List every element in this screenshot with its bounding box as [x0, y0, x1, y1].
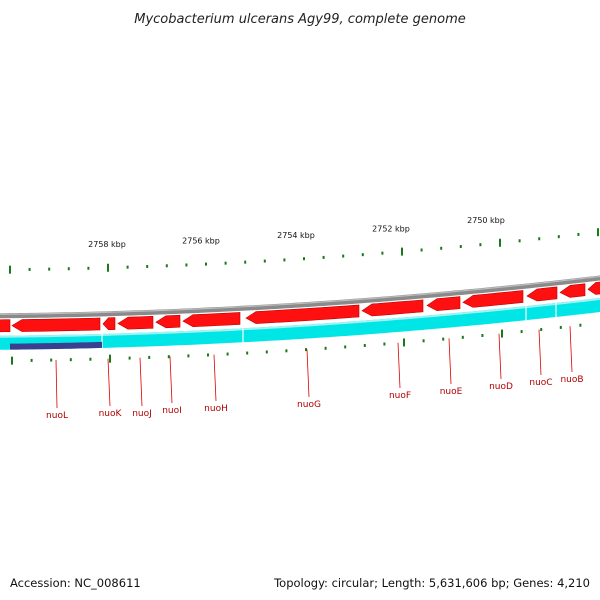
map-title: Mycobacterium ulcerans Agy99, complete g…	[134, 12, 466, 27]
scale-label: 2750 kbp	[467, 216, 505, 225]
highlight-region	[10, 341, 102, 350]
scale-label: 2754 kbp	[277, 231, 315, 240]
scale-label: 2752 kbp	[372, 224, 410, 233]
scale-labels: 2758 kbp 2756 kbp 2754 kbp 2752 kbp 2750 kbp	[88, 216, 505, 249]
gene-arrow	[117, 315, 154, 330]
backbone-ring	[0, 275, 600, 319]
scale-label: 2756 kbp	[182, 236, 220, 245]
gene-leader-line	[448, 338, 452, 385]
gene-arrow	[559, 283, 586, 298]
gene-arrow	[155, 314, 181, 329]
gene-label-nuoi: nuoI	[162, 406, 182, 416]
backbone-line	[0, 275, 600, 319]
gene-label-nuoj: nuoJ	[132, 409, 152, 419]
genome-summary: Topology: circular; Length: 5,631,606 bp…	[274, 576, 590, 590]
accession-label: Accession: NC_008611	[10, 576, 141, 590]
gene-leader-line	[498, 333, 502, 380]
gene-leader-line	[213, 354, 217, 402]
inner-tick-marks	[11, 323, 582, 365]
gene-arrow	[587, 281, 600, 295]
gene-arrow	[182, 312, 241, 327]
gene-leader-line	[538, 329, 542, 376]
gene-label-nuol: nuoL	[46, 411, 68, 421]
gene-label-nuod: nuoD	[489, 382, 513, 392]
gene-label-nuoe: nuoE	[440, 387, 463, 397]
gene-label-nuog: nuoG	[297, 400, 321, 410]
forward-strand-genes	[0, 281, 600, 333]
gene-leader-line	[306, 349, 310, 398]
gene-arrow	[462, 290, 524, 308]
gene-arrow	[526, 286, 558, 302]
gene-arrow	[11, 317, 101, 332]
gene-arrow	[0, 319, 11, 333]
gene-leader-line	[107, 358, 111, 407]
gene-leader-line	[169, 356, 173, 404]
scale-label: 2758 kbp	[88, 240, 126, 249]
gene-label-nuok: nuoK	[99, 409, 123, 419]
gene-arrow	[426, 296, 461, 311]
gene-leader-line	[569, 326, 573, 373]
gene-label-nuof: nuoF	[389, 391, 411, 401]
backbone-highlight	[0, 275, 600, 315]
gene-leader-line	[139, 357, 143, 407]
gene-arrow	[245, 304, 360, 324]
reverse-strand-highlight	[0, 297, 600, 338]
gene-label-nuob: nuoB	[560, 375, 583, 385]
gene-leader-line	[397, 342, 401, 389]
gene-arrow	[361, 299, 424, 317]
gene-label-nuoh: nuoH	[204, 404, 228, 414]
outer-tick-marks	[9, 228, 599, 274]
gene-arrow	[102, 317, 116, 331]
gene-label-nuoc: nuoC	[529, 378, 552, 388]
reverse-strand-band	[0, 297, 600, 350]
gene-leader-line	[55, 359, 58, 409]
gene-labels: nuoL nuoK nuoJ nuoI nuoH nuoG nuoF nuoE nuoD nuoC…	[46, 326, 584, 421]
reverse-strand-fill	[0, 297, 600, 350]
